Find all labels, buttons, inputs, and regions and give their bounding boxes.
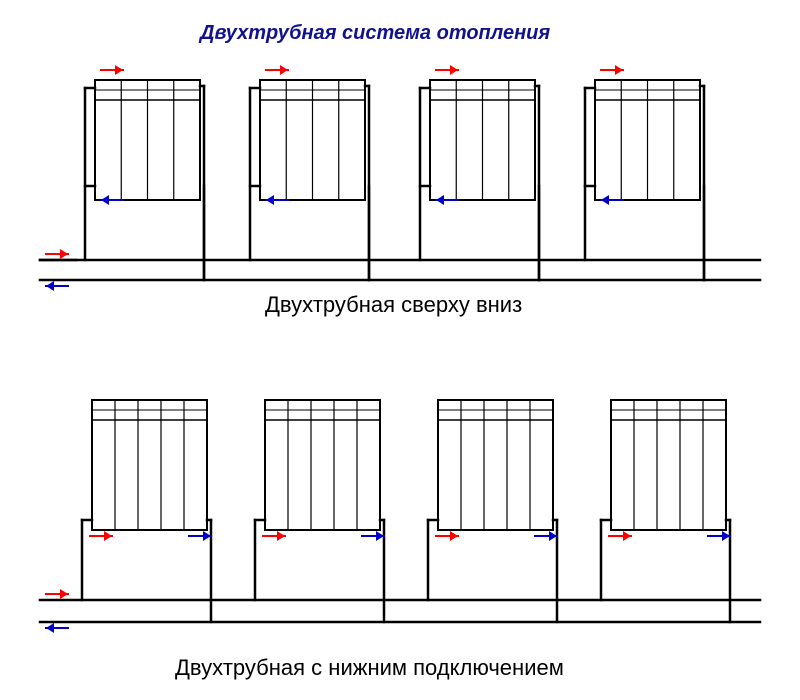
diagram-svg (0, 0, 800, 700)
